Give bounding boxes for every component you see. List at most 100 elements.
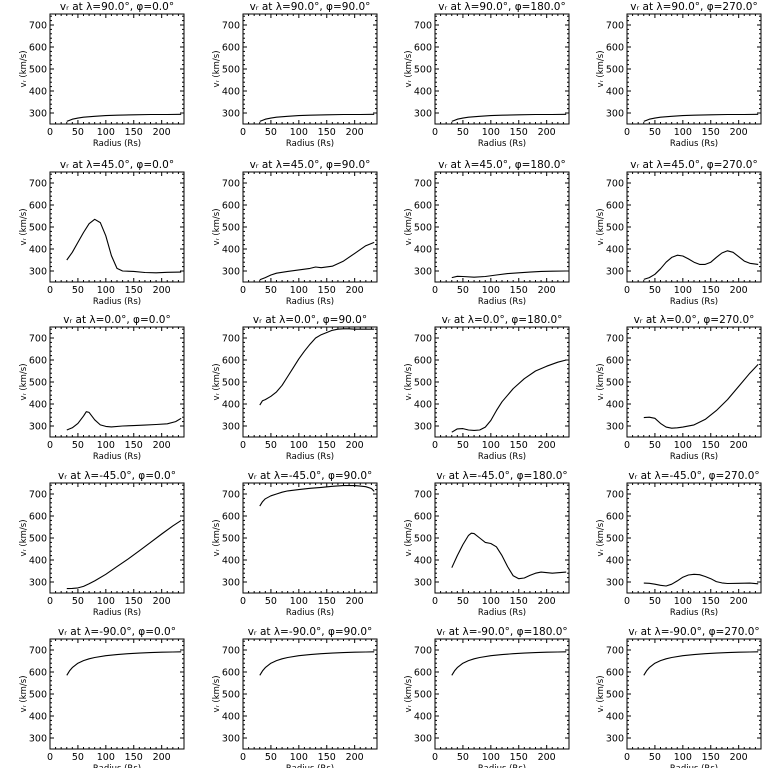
y-tick-label: 400 — [606, 400, 624, 411]
panel-5: vᵣ at λ=45.0°, φ=0.0° 0 50 100 150 200 300 400 5… — [19, 159, 185, 307]
y-tick-label: 700 — [29, 490, 47, 501]
x-axis-label: Radius (Rs) — [670, 608, 718, 618]
x-tick-label: 100 — [674, 285, 692, 296]
x-tick-label: 50 — [265, 440, 277, 451]
y-tick-label: 600 — [222, 668, 240, 679]
x-axis-label: Radius (Rs) — [670, 297, 718, 307]
panel-title: vᵣ at λ=0.0°, φ=180.0° — [442, 314, 563, 326]
y-tick-label: 700 — [606, 334, 624, 345]
y-tick-label: 400 — [29, 712, 47, 723]
y-tick-label: 300 — [414, 578, 432, 589]
x-axis-label: Radius (Rs) — [478, 139, 526, 149]
panel-9: vᵣ at λ=0.0°, φ=0.0° 0 50 100 150 200 300 400 50… — [19, 314, 185, 462]
panel-title: vᵣ at λ=90.0°, φ=90.0° — [250, 1, 371, 13]
x-tick-label: 0 — [240, 440, 246, 451]
x-tick-label: 200 — [730, 127, 748, 138]
y-tick-label: 500 — [29, 378, 47, 389]
x-tick-label: 100 — [97, 752, 115, 763]
x-tick-label: 150 — [510, 127, 528, 138]
y-axis-label: vᵣ (km/s) — [596, 519, 606, 556]
panel-13: vᵣ at λ=-45.0°, φ=0.0° 0 50 100 150 200 300 400… — [19, 470, 185, 618]
x-tick-label: 100 — [290, 752, 308, 763]
y-tick-label: 300 — [414, 267, 432, 278]
panel-16: vᵣ at λ=-45.0°, φ=270.0° 0 50 100 150 200 300 4… — [596, 470, 762, 618]
y-axis-label: vᵣ (km/s) — [19, 50, 29, 87]
x-tick-label: 100 — [674, 596, 692, 607]
y-axis-label: vᵣ (km/s) — [404, 50, 414, 87]
y-axis-label: vᵣ (km/s) — [19, 519, 29, 556]
y-tick-label: 400 — [222, 245, 240, 256]
x-tick-label: 50 — [457, 127, 469, 138]
y-tick-label: 500 — [222, 223, 240, 234]
y-axis-label: vᵣ (km/s) — [596, 363, 606, 400]
panel-title: vᵣ at λ=-45.0°, φ=180.0° — [436, 470, 567, 482]
x-tick-label: 150 — [510, 285, 528, 296]
y-tick-label: 700 — [606, 490, 624, 501]
x-tick-label: 0 — [47, 752, 53, 763]
x-tick-label: 0 — [47, 127, 53, 138]
y-tick-label: 400 — [222, 87, 240, 98]
plot-frame — [626, 171, 762, 283]
y-tick-label: 600 — [414, 201, 432, 212]
plot-frame — [49, 638, 185, 750]
x-tick-label: 150 — [125, 752, 143, 763]
series-line-1 — [66, 651, 182, 676]
panel-6: vᵣ at λ=45.0°, φ=90.0° 0 50 100 150 200 300 400… — [212, 159, 378, 307]
x-axis-label: Radius (Rs) — [286, 764, 334, 768]
y-tick-label: 600 — [29, 668, 47, 679]
x-tick-label: 100 — [482, 752, 500, 763]
y-tick-label: 600 — [606, 201, 624, 212]
series-line-1 — [451, 113, 567, 122]
y-tick-label: 600 — [222, 201, 240, 212]
x-tick-label: 150 — [702, 752, 720, 763]
x-axis-label: Radius (Rs) — [478, 608, 526, 618]
x-tick-label: 0 — [240, 127, 246, 138]
x-tick-label: 200 — [153, 596, 171, 607]
panel-title: vᵣ at λ=45.0°, φ=0.0° — [60, 159, 174, 171]
plot-frame — [242, 638, 378, 750]
series-line-1 — [66, 113, 182, 122]
series-line-1 — [259, 651, 375, 676]
series-line-1 — [259, 241, 375, 281]
panel-2: vᵣ at λ=90.0°, φ=90.0° 0 50 100 150 200 300 400… — [212, 1, 378, 149]
y-tick-label: 700 — [29, 334, 47, 345]
x-tick-label: 200 — [346, 596, 364, 607]
y-tick-label: 300 — [606, 422, 624, 433]
x-tick-label: 200 — [346, 752, 364, 763]
y-tick-label: 600 — [222, 356, 240, 367]
x-axis-label: Radius (Rs) — [478, 764, 526, 768]
x-tick-label: 150 — [125, 440, 143, 451]
x-tick-label: 150 — [318, 440, 336, 451]
y-tick-label: 600 — [414, 43, 432, 54]
x-tick-label: 50 — [72, 752, 84, 763]
y-tick-label: 400 — [29, 400, 47, 411]
panel-title: vᵣ at λ=-90.0°, φ=90.0° — [248, 626, 373, 638]
y-tick-label: 400 — [29, 556, 47, 567]
y-tick-label: 400 — [414, 87, 432, 98]
panel-1: vᵣ at λ=90.0°, φ=0.0° 0 50 100 150 200 300 400 5… — [19, 1, 185, 149]
y-tick-label: 400 — [29, 245, 47, 256]
x-tick-label: 150 — [125, 127, 143, 138]
x-tick-label: 150 — [125, 285, 143, 296]
x-tick-label: 200 — [538, 752, 556, 763]
y-tick-label: 700 — [606, 21, 624, 32]
y-tick-label: 700 — [29, 21, 47, 32]
plot-frame — [626, 326, 762, 438]
y-tick-label: 400 — [414, 400, 432, 411]
y-axis-label: vᵣ (km/s) — [19, 208, 29, 245]
y-axis-label: vᵣ (km/s) — [212, 519, 222, 556]
x-tick-label: 50 — [457, 752, 469, 763]
panel-title: vᵣ at λ=-90.0°, φ=0.0° — [58, 626, 176, 638]
x-tick-label: 200 — [538, 596, 556, 607]
series-line-1 — [451, 359, 567, 433]
x-axis-label: Radius (Rs) — [478, 297, 526, 307]
y-tick-label: 300 — [29, 422, 47, 433]
y-tick-label: 600 — [606, 668, 624, 679]
x-tick-label: 0 — [624, 440, 630, 451]
y-tick-label: 500 — [414, 534, 432, 545]
y-tick-label: 400 — [222, 712, 240, 723]
y-tick-label: 500 — [606, 378, 624, 389]
y-tick-label: 300 — [414, 109, 432, 120]
series-line-1 — [451, 532, 567, 580]
